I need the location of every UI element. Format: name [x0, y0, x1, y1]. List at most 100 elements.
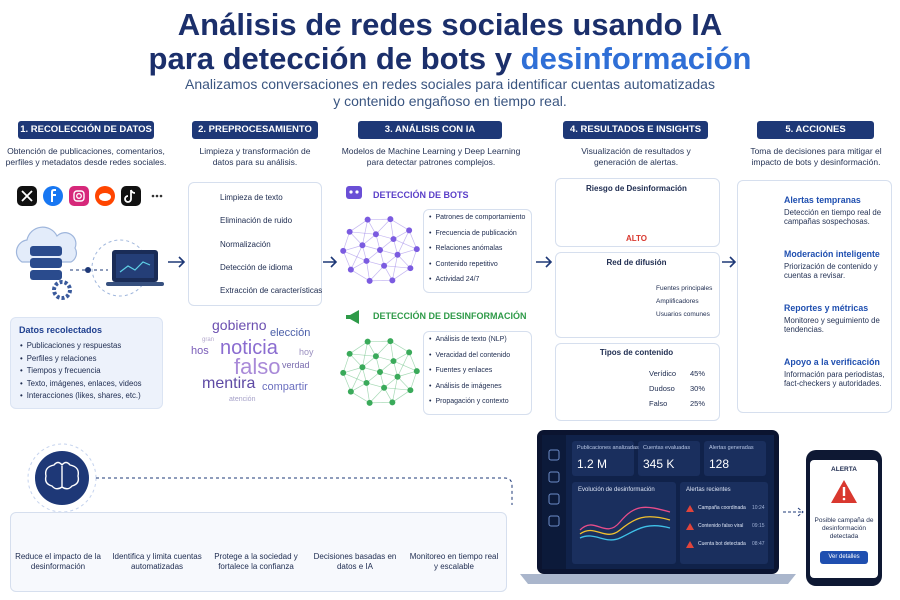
collected-item: Publicaciones y respuestas: [20, 341, 121, 350]
arrow: [536, 256, 553, 268]
action-title: Moderación inteligente: [784, 249, 880, 259]
sidebar-icon: [548, 515, 560, 527]
social-icon: [151, 194, 155, 198]
network-card: [555, 252, 720, 338]
alert-icon: [686, 505, 694, 512]
disinfo-network-node: [387, 338, 394, 345]
alert-text: Campaña coordinada: [698, 505, 746, 511]
bot-network-edge: [342, 231, 350, 252]
disinfo-network-edge: [375, 340, 391, 357]
trend-line: [579, 525, 671, 541]
content-type: Dudoso: [649, 384, 675, 393]
step-description: Toma de decisiones para mitigar el impac…: [750, 146, 882, 168]
preprocess-box: [188, 182, 322, 306]
disinfo-feature: Análisis de texto (NLP): [429, 336, 506, 344]
disinfo-network-edge: [349, 341, 368, 355]
cloud-icon: [15, 226, 77, 263]
network-title: Red de difusión: [606, 258, 667, 267]
bot-network-node: [363, 257, 370, 264]
robot-eye: [355, 190, 359, 194]
alerts-card: [680, 482, 768, 564]
flow-line: [96, 477, 513, 505]
disinfo-network-edge: [369, 401, 393, 404]
step-description: Obtención de publicaciones, comentarios,…: [5, 146, 167, 168]
bot-network-edge: [362, 219, 368, 246]
bot-network-edge: [379, 249, 398, 256]
title-highlight: desinformación: [520, 41, 752, 76]
disinfo-network-edge: [384, 387, 411, 391]
trend-line: [579, 516, 671, 535]
alert-text: Cuenta bot detectada: [698, 541, 746, 547]
bot-network-node: [406, 227, 413, 234]
server-icon: [30, 258, 62, 268]
action-title: Alertas tempranas: [784, 195, 861, 205]
bot-network-edge: [349, 231, 376, 235]
alert-icon-mark: [842, 487, 846, 496]
server-icon: [30, 246, 62, 256]
risk-card: [555, 178, 720, 247]
bot-network-edge: [397, 254, 411, 269]
benefit: Decisiones basadas en datos e IA: [313, 552, 397, 571]
disinfo-network-edge: [350, 367, 363, 392]
bot-network-node: [413, 246, 420, 253]
disinfo-network-edge: [410, 370, 418, 391]
title: para detección de bots y: [148, 41, 513, 76]
disinfo-feature: Análisis de imágenes: [429, 383, 501, 391]
disinfo-network-edge: [349, 353, 363, 368]
sidebar-icon: [548, 493, 560, 505]
gear-icon: [52, 280, 72, 300]
arrow: [722, 256, 737, 268]
server-icon: [30, 270, 62, 280]
stat-label: Cuentas evaluadas: [643, 445, 691, 451]
action-text: Priorización de contenido y cuentas a re…: [784, 262, 878, 281]
disinfo-network-node: [372, 353, 379, 360]
risk-title: Riesgo de Desinformación: [586, 184, 687, 193]
alert-time: 09:15: [752, 523, 765, 529]
disinfo-network-node: [407, 387, 414, 394]
alert-icon: [686, 523, 694, 530]
stat-card: [638, 441, 700, 476]
disinfo-network-node: [377, 369, 383, 375]
bot-network-edge: [408, 230, 418, 250]
laptop-base: [520, 574, 796, 584]
disinfo-network-edge: [375, 355, 394, 362]
bot-network-node: [366, 277, 373, 284]
disinfo-network-edge: [366, 382, 370, 403]
step-title: 3. ANÁLISIS CON IA: [358, 121, 502, 139]
stat-value: 128: [709, 457, 730, 471]
disinfo-network-node: [346, 350, 353, 357]
social-icon: [99, 193, 111, 201]
arrow: [168, 256, 186, 268]
word: falso: [234, 354, 281, 379]
word: noticia: [220, 337, 278, 359]
bot-network-edge: [369, 279, 393, 282]
action-text: Monitoreo y seguimiento de tendencias.: [784, 316, 880, 335]
bot-network-node: [347, 266, 354, 273]
bot-feature: Frecuencia de publicación: [429, 230, 516, 238]
bot-network-node: [394, 251, 401, 258]
bot-feature: Patrones de comportamiento: [429, 214, 525, 222]
chart-card: [572, 482, 676, 564]
word: hos: [191, 345, 209, 357]
disinfo-network-node: [389, 399, 396, 406]
trend-line: [579, 506, 671, 531]
alert-time: 08:47: [752, 541, 765, 547]
disinfo-network-edge: [397, 370, 417, 378]
bot-feature: Relaciones anómalas: [429, 245, 502, 253]
risk-level: ALTO: [625, 234, 648, 243]
disinfo-network-edge: [366, 382, 385, 389]
laptop-screen: [116, 254, 154, 278]
benefit: Monitoreo en tiempo real y escalable: [409, 552, 499, 571]
collected-item: Interacciones (likes, shares, etc.): [20, 391, 141, 400]
bot-network-edge: [349, 231, 363, 246]
step-title: 4. RESULTADOS E INSIGHTS: [563, 121, 708, 139]
bot-network-edge: [375, 218, 391, 235]
benefit: Reduce el impacto de la desinformación: [15, 552, 101, 571]
phone-button[interactable]: Ver detalles: [820, 551, 868, 564]
robot-icon: [346, 186, 362, 199]
sidebar-icon: [548, 449, 560, 461]
content-type: Falso: [649, 399, 668, 408]
disinfo-network-edge: [342, 353, 350, 374]
bot-network-edge: [384, 265, 411, 269]
